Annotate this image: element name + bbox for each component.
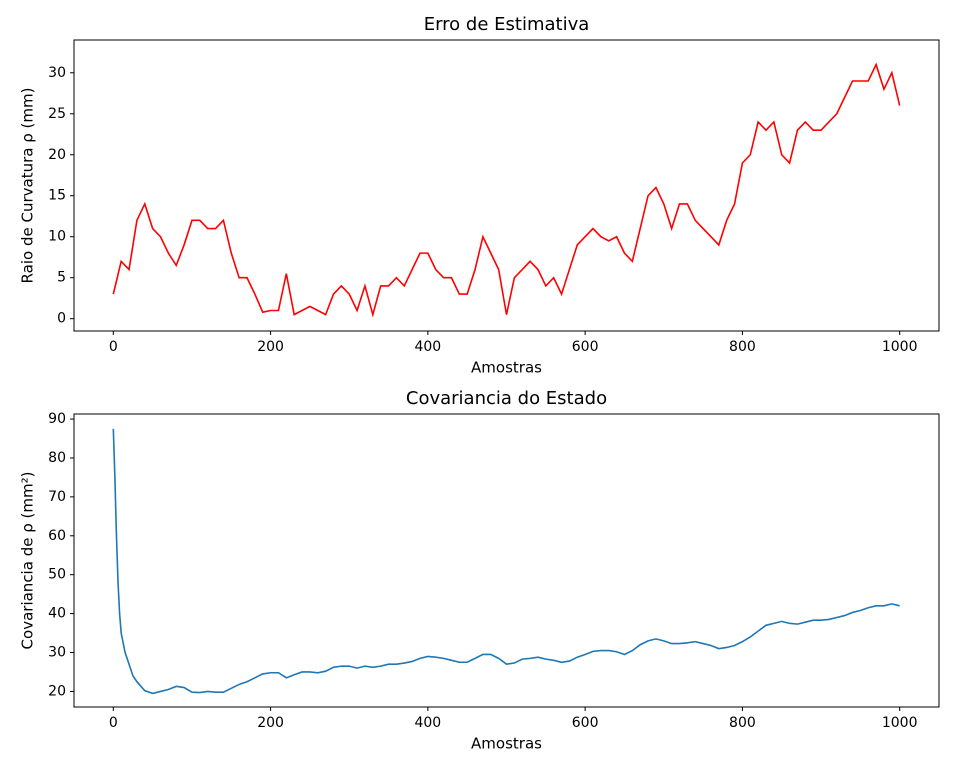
x-tick-label: 400 [414, 715, 441, 731]
x-tick-label: 600 [572, 715, 599, 731]
y-tick-label: 25 [48, 106, 66, 122]
x-tick-label: 1000 [882, 715, 918, 731]
chart-title: Covariancia do Estado [406, 388, 607, 409]
plot-frame [73, 39, 940, 332]
x-tick-label: 0 [109, 715, 118, 731]
x-tick-label: 800 [729, 339, 756, 355]
y-tick-label: 20 [48, 147, 66, 163]
x-tick-label: 200 [257, 715, 284, 731]
x-tick-label: 200 [257, 339, 284, 355]
y-tick-label: 90 [48, 411, 66, 427]
x-tick-label: 0 [109, 339, 118, 355]
y-tick-label: 30 [48, 65, 66, 81]
x-tick-label: 1000 [882, 339, 918, 355]
data-line [112, 62, 901, 318]
y-tick-label: 40 [48, 606, 66, 622]
y-tick-label: 0 [57, 311, 66, 327]
x-tick-label: 400 [414, 339, 441, 355]
plot-frame [73, 413, 940, 708]
y-axis-label: Raio de Curvatura ρ (mm) [19, 88, 37, 284]
x-axis-label: Amostras [471, 735, 542, 753]
chart-title: Erro de Estimativa [424, 14, 590, 35]
x-axis-label: Amostras [471, 359, 542, 377]
y-tick-label: 70 [48, 489, 66, 505]
y-tick-label: 15 [48, 188, 66, 204]
y-tick-label: 60 [48, 528, 66, 544]
y-tick-label: 30 [48, 645, 66, 661]
y-tick-label: 10 [48, 229, 66, 245]
y-tick-label: 50 [48, 567, 66, 583]
y-tick-label: 5 [57, 270, 66, 286]
y-tick-label: 20 [48, 683, 66, 699]
y-tick-label: 80 [48, 450, 66, 466]
data-line [112, 428, 900, 695]
x-tick-label: 600 [572, 339, 599, 355]
x-tick-label: 800 [729, 715, 756, 731]
y-axis-label: Covariancia de ρ (mm²) [19, 472, 37, 650]
